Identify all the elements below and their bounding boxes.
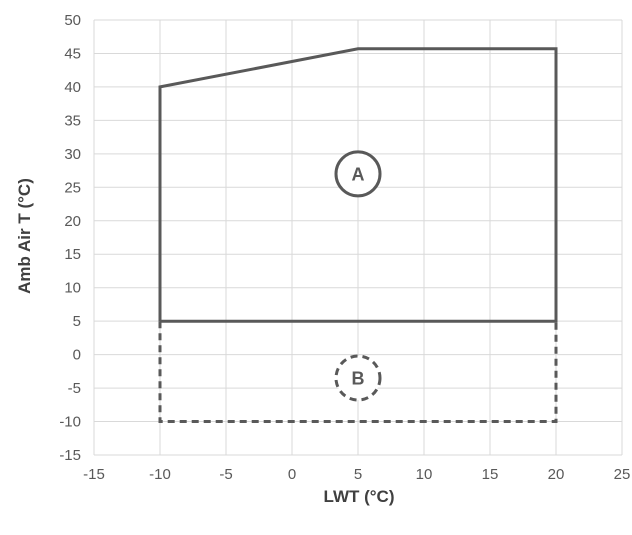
y-tick-label: 25 — [64, 179, 81, 196]
x-tick-label: 15 — [482, 466, 499, 483]
zone-label-b: B — [352, 369, 365, 389]
x-tick-label: 25 — [614, 466, 631, 483]
y-tick-label: -10 — [59, 414, 81, 431]
y-tick-label: 10 — [64, 280, 81, 297]
y-tick-label: -15 — [59, 447, 81, 464]
y-tick-label: 45 — [64, 45, 81, 62]
y-tick-label: -5 — [68, 380, 81, 397]
y-tick-label: 30 — [64, 146, 81, 163]
series-group — [158, 47, 558, 423]
zone-annotations: AB — [334, 150, 382, 402]
y-tick-label: 50 — [64, 12, 81, 29]
envelope-a-outline — [158, 47, 558, 323]
x-tick-label: 20 — [548, 466, 565, 483]
x-tick-label: -10 — [149, 466, 171, 483]
y-axis-ticks: -15 -10 -5 0 5 10 15 20 25 30 35 40 45 50 — [59, 12, 81, 464]
y-tick-label: 0 — [73, 347, 81, 364]
y-axis-label: Amb Air T (°C) — [15, 178, 34, 294]
y-tick-label: 35 — [64, 112, 81, 129]
x-axis-label: LWT (°C) — [324, 487, 395, 506]
x-axis-ticks: -15 -10 -5 0 5 10 15 20 25 — [83, 466, 630, 483]
zone-circle-b — [334, 354, 382, 402]
x-tick-label: 10 — [416, 466, 433, 483]
x-tick-label: -15 — [83, 466, 105, 483]
y-tick-label: 20 — [64, 213, 81, 230]
x-tick-label: -5 — [219, 466, 232, 483]
zone-label-a: A — [352, 164, 365, 184]
zone-circle-a — [334, 150, 382, 198]
y-tick-label: 40 — [64, 79, 81, 96]
x-tick-label: 0 — [288, 466, 296, 483]
x-tick-label: 5 — [354, 466, 362, 483]
y-tick-label: 5 — [73, 313, 81, 330]
envelope-b-outline — [158, 321, 558, 423]
y-tick-label: 15 — [64, 246, 81, 263]
